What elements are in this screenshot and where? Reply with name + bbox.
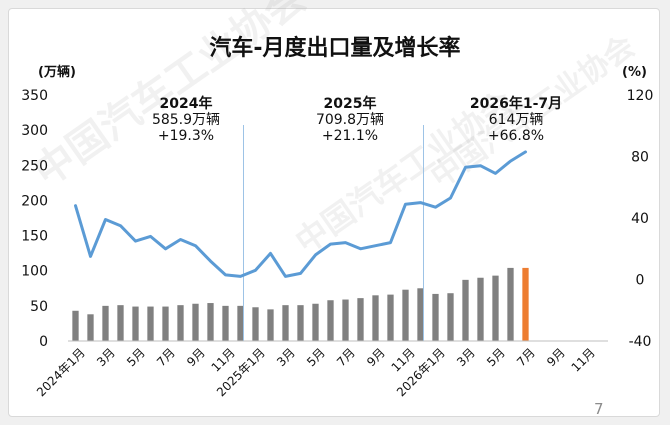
bar bbox=[387, 294, 394, 341]
bar bbox=[372, 295, 379, 341]
left-axis-unit: (万辆) bbox=[38, 64, 76, 80]
bar bbox=[357, 298, 364, 341]
y-right-tick-label: 0 bbox=[636, 273, 645, 289]
bar bbox=[282, 305, 289, 341]
x-tick-label: 11月 bbox=[569, 345, 598, 374]
annotation-period: 2025年 bbox=[324, 95, 377, 112]
x-tick-label: 9月 bbox=[544, 345, 568, 369]
y-left-tick-label: 350 bbox=[21, 88, 48, 104]
bar-highlight bbox=[522, 267, 529, 341]
x-tick-label: 5月 bbox=[304, 345, 328, 369]
y-right-tick-label: 80 bbox=[631, 150, 649, 166]
bar bbox=[117, 305, 124, 341]
bar bbox=[327, 300, 334, 341]
bar bbox=[402, 289, 409, 341]
annotation-total: 614万辆 bbox=[489, 112, 544, 128]
bar bbox=[507, 267, 514, 341]
bar bbox=[432, 293, 439, 341]
slide-frame bbox=[8, 8, 660, 417]
x-tick-label: 9月 bbox=[364, 345, 388, 369]
bar bbox=[102, 305, 109, 341]
bar bbox=[162, 306, 169, 341]
annotation-period: 2026年1-7月 bbox=[470, 95, 562, 112]
annotation-total: 585.9万辆 bbox=[152, 112, 220, 128]
annotation-growth: +19.3% bbox=[158, 128, 214, 144]
x-tick-label: 7月 bbox=[514, 345, 538, 369]
y-right-tick-label: -40 bbox=[629, 334, 652, 350]
y-left-tick-label: 0 bbox=[39, 334, 48, 350]
x-tick-label: 7月 bbox=[154, 345, 178, 369]
annotation-total: 709.8万辆 bbox=[316, 112, 384, 128]
x-tick-label: 2024年1月 bbox=[34, 345, 88, 399]
bar bbox=[462, 279, 469, 341]
bar bbox=[447, 293, 454, 341]
x-tick-label: 5月 bbox=[124, 345, 148, 369]
y-left-tick-label: 300 bbox=[21, 123, 48, 139]
bar bbox=[297, 305, 304, 341]
bar bbox=[147, 306, 154, 341]
y-left-tick-label: 100 bbox=[21, 264, 48, 280]
y-left-tick-label: 150 bbox=[21, 229, 48, 245]
x-tick-label: 3月 bbox=[454, 345, 478, 369]
y-left-tick-label: 200 bbox=[21, 193, 48, 209]
annotation-growth: +66.8% bbox=[488, 128, 544, 144]
right-axis-unit: (%) bbox=[622, 65, 647, 80]
bar bbox=[417, 288, 424, 341]
x-tick-label: 9月 bbox=[184, 345, 208, 369]
bar bbox=[87, 314, 94, 341]
bar bbox=[72, 310, 79, 341]
annotation-period: 2024年 bbox=[160, 95, 213, 112]
bar bbox=[267, 309, 274, 341]
bar bbox=[312, 303, 319, 341]
bar bbox=[252, 307, 259, 341]
bar bbox=[342, 299, 349, 341]
annotation-growth: +21.1% bbox=[322, 128, 378, 144]
x-tick-label: 3月 bbox=[274, 345, 298, 369]
bar bbox=[237, 305, 244, 341]
bar bbox=[177, 305, 184, 341]
x-tick-label: 3月 bbox=[94, 345, 118, 369]
y-right-tick-label: 40 bbox=[631, 211, 649, 227]
bar bbox=[132, 306, 139, 341]
y-left-tick-label: 50 bbox=[30, 299, 48, 315]
bar bbox=[492, 275, 499, 341]
growth-line bbox=[74, 150, 527, 278]
bar bbox=[192, 303, 199, 341]
bar bbox=[222, 305, 229, 341]
y-right-tick-label: 120 bbox=[627, 88, 654, 104]
y-left-tick-label: 250 bbox=[21, 158, 48, 174]
bar bbox=[207, 303, 214, 341]
page-number: 7 bbox=[594, 400, 604, 418]
x-tick-label: 5月 bbox=[484, 345, 508, 369]
chart-title: 汽车-月度出口量及增长率 bbox=[209, 36, 461, 61]
x-tick-label: 7月 bbox=[334, 345, 358, 369]
bar bbox=[477, 277, 484, 341]
